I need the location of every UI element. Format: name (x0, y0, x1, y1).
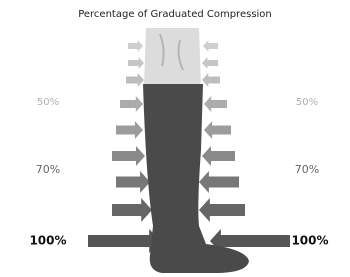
pressure-arrow (116, 171, 150, 193)
pressure-arrow (203, 40, 218, 52)
pressure-arrow (204, 96, 227, 112)
pressure-arrow (116, 121, 143, 139)
pressure-arrow (120, 96, 143, 112)
pressure-arrow (128, 57, 144, 69)
title: Percentage of Graduated Compression (78, 9, 272, 20)
pressure-arrow (88, 229, 160, 253)
level-label: 50% (296, 97, 318, 108)
pressure-arrow (199, 198, 245, 222)
leg-skin (144, 28, 201, 86)
level-label: 100% (29, 234, 66, 248)
pressure-arrow (202, 146, 235, 166)
pressure-arrow (126, 73, 144, 87)
pressure-arrow (202, 73, 220, 87)
pressure-arrow (112, 198, 152, 222)
level-label: 100% (291, 234, 328, 248)
pressure-arrow (112, 146, 145, 166)
pressure-arrow (199, 171, 239, 193)
level-label: 50% (37, 97, 59, 108)
diagram: Percentage of Graduated Compression 50% … (0, 0, 350, 277)
pressure-arrow (128, 40, 143, 52)
pressure-arrow (202, 57, 218, 69)
level-label: 70% (36, 163, 60, 176)
level-label: 70% (295, 163, 319, 176)
pressure-arrow (204, 121, 231, 139)
